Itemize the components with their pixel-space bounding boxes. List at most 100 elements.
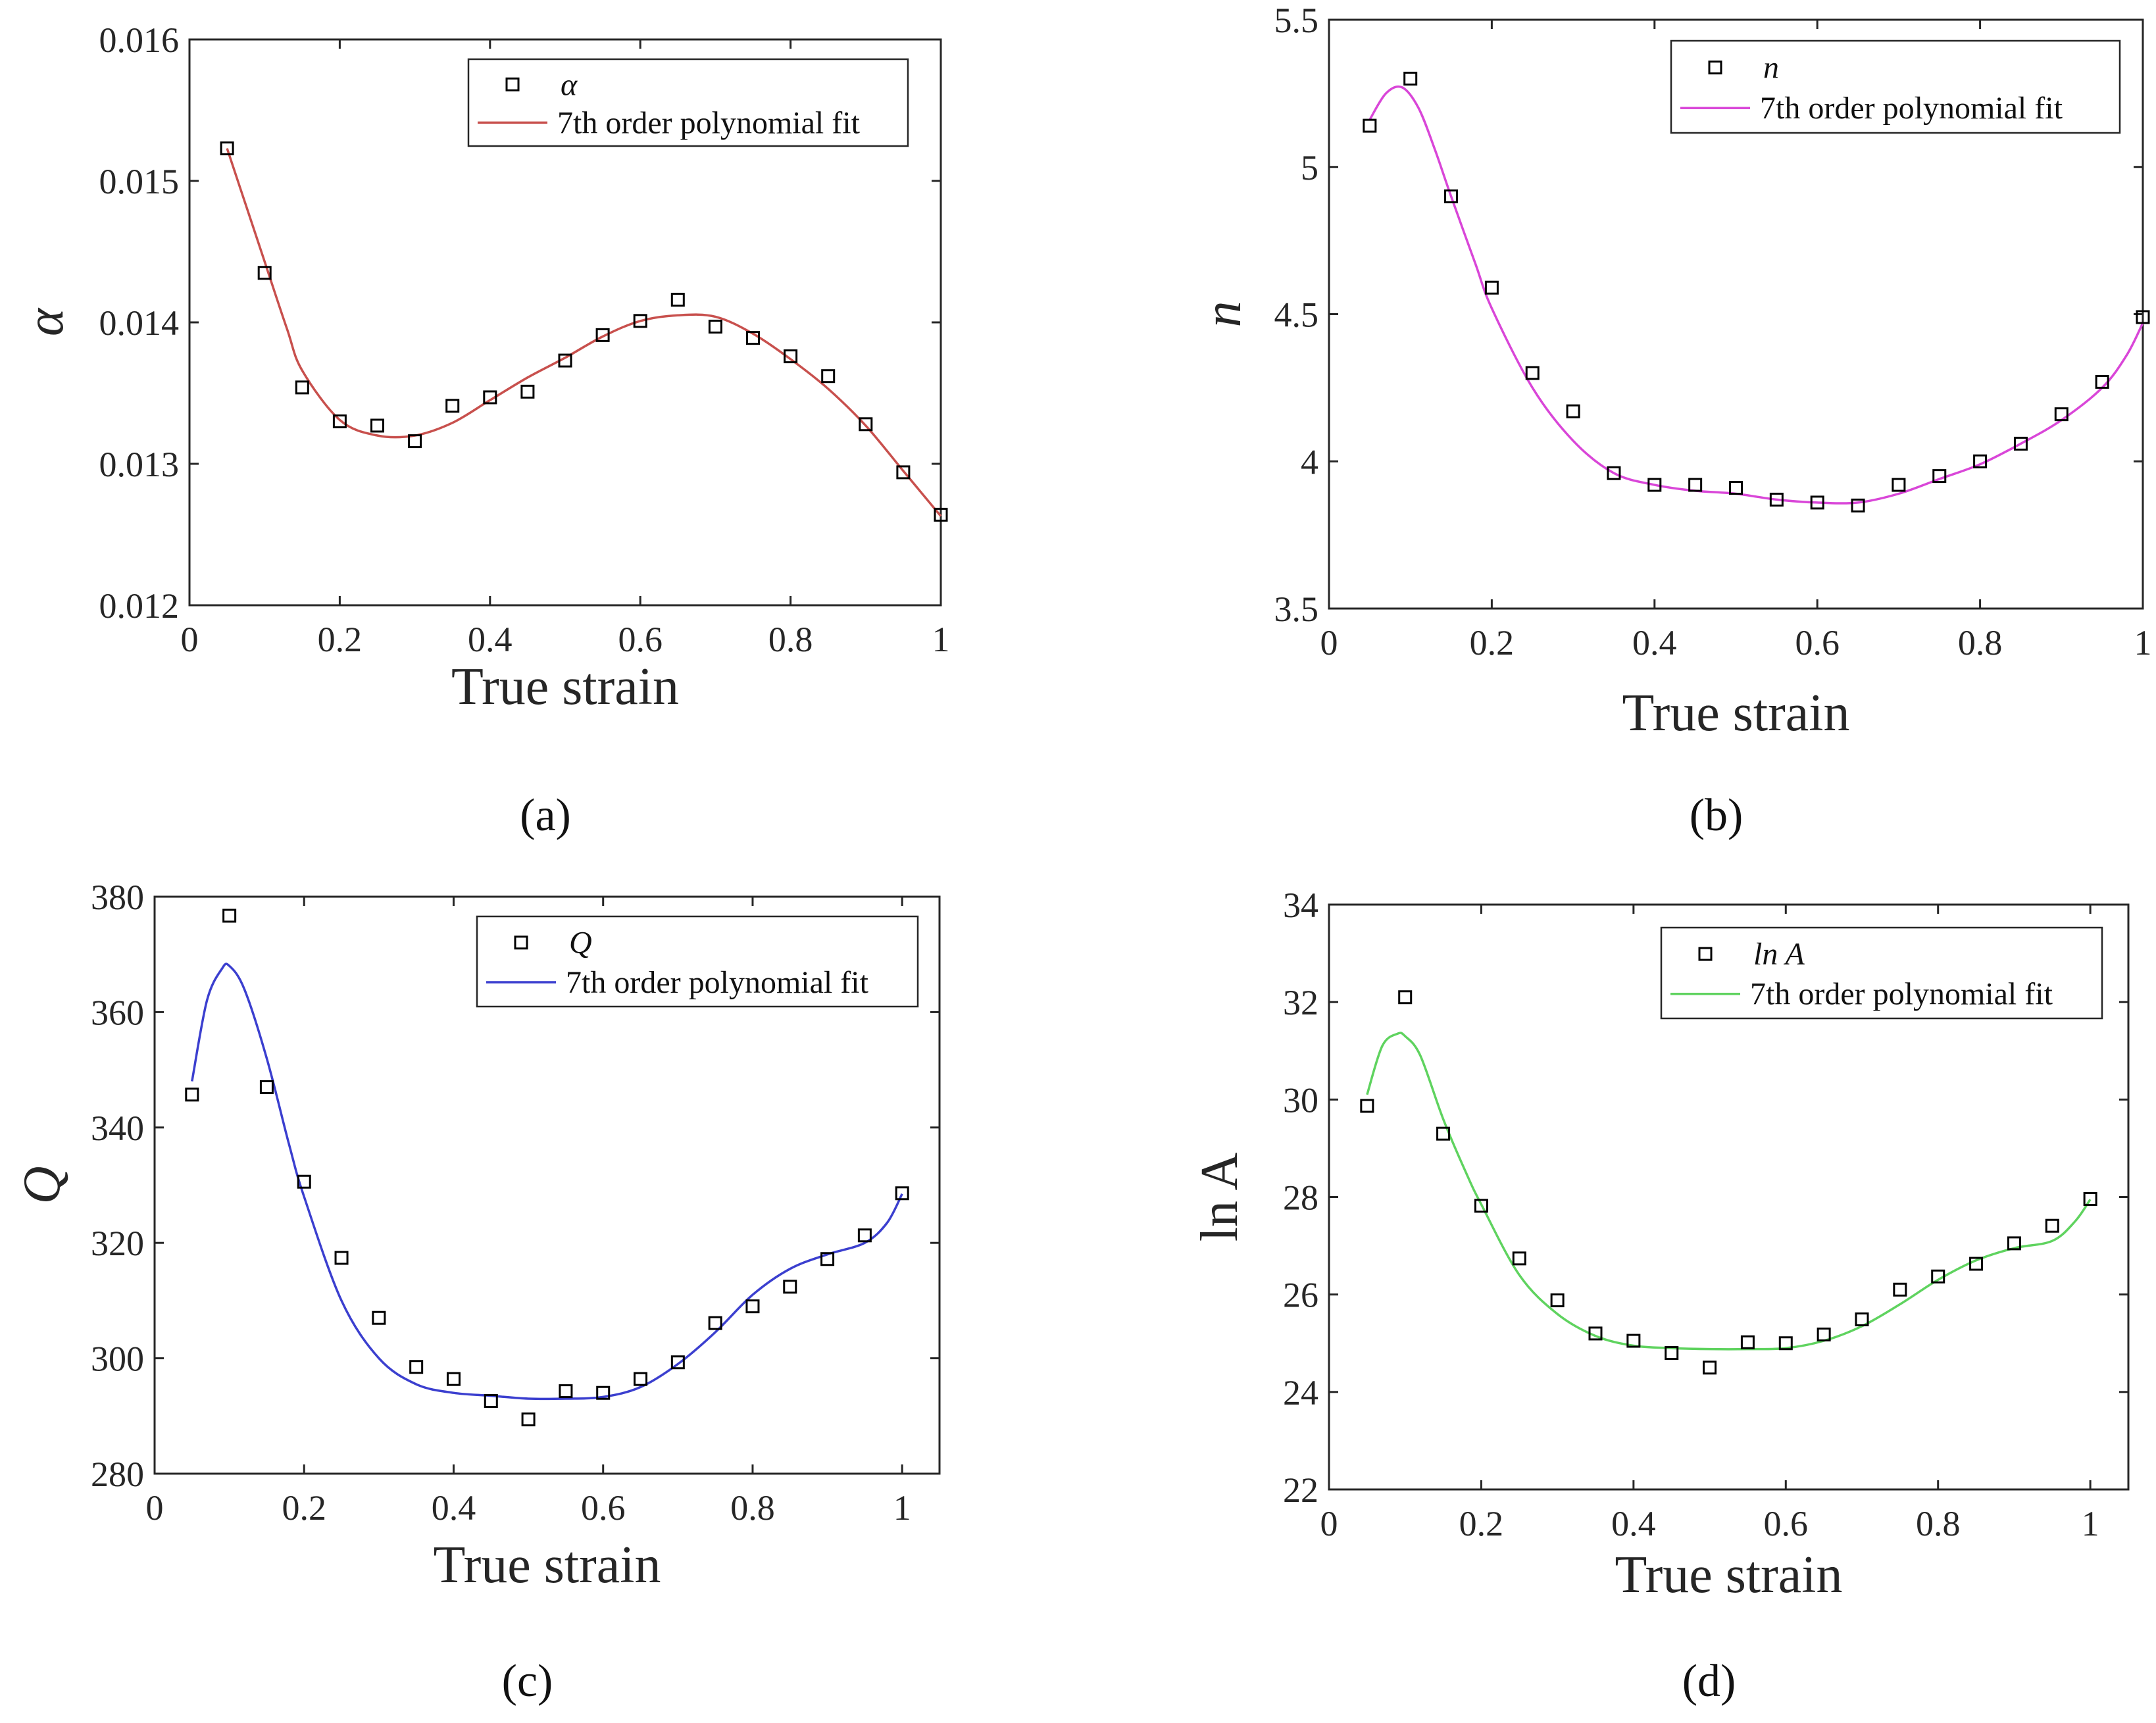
- data-point: [708, 1316, 722, 1330]
- panel-label: (a): [520, 790, 571, 841]
- fit-curve: [1366, 1032, 2092, 1351]
- x-axis-title: True strain: [434, 1536, 661, 1594]
- data-point: [1444, 189, 1459, 203]
- y-tick-label: 5.5: [1274, 1, 1319, 40]
- y-tick-label: 28: [1283, 1178, 1318, 1218]
- data-point: [1810, 495, 1824, 510]
- y-tick-label: 360: [91, 993, 144, 1032]
- legend-label-fit: 7th order polynomial fit: [1760, 91, 2063, 126]
- y-tick-label: 0.014: [99, 303, 180, 343]
- legend-box: [467, 58, 909, 147]
- x-axis-title: True strain: [451, 658, 679, 716]
- data-point: [821, 369, 836, 384]
- legend-label-data: Q: [569, 926, 592, 961]
- data-point: [820, 1252, 835, 1266]
- data-point: [484, 1393, 498, 1408]
- data-point: [670, 1355, 685, 1370]
- data-point: [708, 319, 722, 334]
- y-tick-label: 5: [1301, 148, 1318, 187]
- y-tick-label: 380: [91, 878, 144, 917]
- data-point: [2083, 1191, 2097, 1206]
- data-point: [1740, 1335, 1755, 1349]
- x-tick-label: 1: [2082, 1504, 2099, 1543]
- data-point: [1363, 118, 1377, 133]
- y-tick-label: 4.5: [1274, 295, 1319, 335]
- chart-panel-3: 0 0.2 0.4 0.6 0.8 1 22 24 26 28 30 32 34 True strain l…: [1191, 886, 2130, 1707]
- legend-label-data: ln A: [1753, 937, 1805, 972]
- y-tick-label: 24: [1283, 1373, 1318, 1412]
- y-tick-label: 26: [1283, 1276, 1318, 1315]
- x-tick-label: 0.2: [1470, 623, 1515, 662]
- y-tick-label: 3.5: [1274, 589, 1319, 629]
- legend-label-fit: 7th order polynomial fit: [557, 105, 861, 140]
- data-point: [595, 328, 610, 342]
- data-point: [257, 266, 272, 280]
- data-point: [1688, 478, 1703, 492]
- y-tick-label: 30: [1283, 1080, 1318, 1120]
- y-axis-title: α: [16, 307, 74, 336]
- x-tick-label: 0.2: [1459, 1504, 1504, 1543]
- legend-marker-icon: [505, 77, 520, 91]
- data-point: [1851, 498, 1865, 512]
- data-point: [559, 1384, 573, 1399]
- y-axis-title: ln A: [1191, 1152, 1249, 1241]
- chart-panel-1: 0 0.2 0.4 0.6 0.8 1 3.5 4 4.5 5 5.5 True strain n n 7t…: [1194, 1, 2152, 841]
- legend-label-fit: 7th order polynomial fit: [566, 965, 869, 1000]
- data-point: [1778, 1336, 1793, 1351]
- legend-label-fit: 7th order polynomial fit: [1750, 977, 2053, 1012]
- legend-box: [1660, 926, 2103, 1020]
- legend-label-data: α: [561, 67, 578, 102]
- x-tick-label: 1: [893, 1488, 911, 1528]
- data-point: [220, 141, 234, 156]
- data-point: [633, 314, 647, 328]
- legend-label-data: n: [1763, 51, 1779, 86]
- data-point: [2054, 407, 2068, 422]
- data-point: [409, 1360, 424, 1374]
- plot-frame: [153, 895, 941, 1475]
- data-point: [1973, 454, 1988, 468]
- data-point: [295, 380, 309, 395]
- panel-label: (b): [1690, 790, 1743, 841]
- x-tick-label: 0.2: [282, 1488, 326, 1528]
- y-tick-label: 320: [91, 1224, 144, 1263]
- y-tick-label: 22: [1283, 1470, 1318, 1510]
- data-point: [1703, 1361, 1717, 1375]
- data-point: [1484, 280, 1499, 295]
- legend-box: [1670, 39, 2121, 134]
- y-tick-label: 34: [1283, 886, 1318, 925]
- data-point: [1665, 1346, 1679, 1361]
- x-tick-label: 0.4: [1611, 1504, 1656, 1543]
- data-point: [372, 1311, 386, 1325]
- data-point: [1729, 481, 1743, 495]
- data-point: [634, 1372, 648, 1386]
- y-tick-label: 0.013: [99, 445, 180, 484]
- data-point: [1892, 478, 1906, 492]
- data-point: [2007, 1236, 2021, 1251]
- legend-box: [476, 915, 919, 1008]
- data-point: [1769, 492, 1784, 507]
- y-tick-label: 280: [91, 1455, 144, 1494]
- y-tick-label: 0.012: [99, 586, 180, 626]
- x-tick-label: 0.6: [581, 1488, 626, 1528]
- data-point: [2013, 436, 2028, 451]
- data-point: [1525, 366, 1540, 380]
- data-point: [1512, 1251, 1526, 1266]
- data-point: [859, 417, 873, 432]
- data-point: [895, 1186, 909, 1201]
- y-tick-label: 32: [1283, 983, 1318, 1022]
- data-point: [259, 1080, 274, 1094]
- data-point: [1855, 1312, 1869, 1326]
- data-point: [1969, 1257, 1984, 1271]
- data-point: [520, 384, 535, 399]
- data-point: [1647, 478, 1662, 492]
- x-tick-label: 0.4: [468, 620, 513, 659]
- data-point: [1403, 72, 1418, 86]
- data-point: [446, 1372, 461, 1386]
- data-point: [1474, 1199, 1488, 1213]
- x-tick-label: 0.6: [1764, 1504, 1809, 1543]
- data-point: [445, 399, 460, 413]
- data-point: [334, 1251, 349, 1265]
- data-point: [297, 1174, 311, 1189]
- y-axis-title: Q: [13, 1166, 71, 1205]
